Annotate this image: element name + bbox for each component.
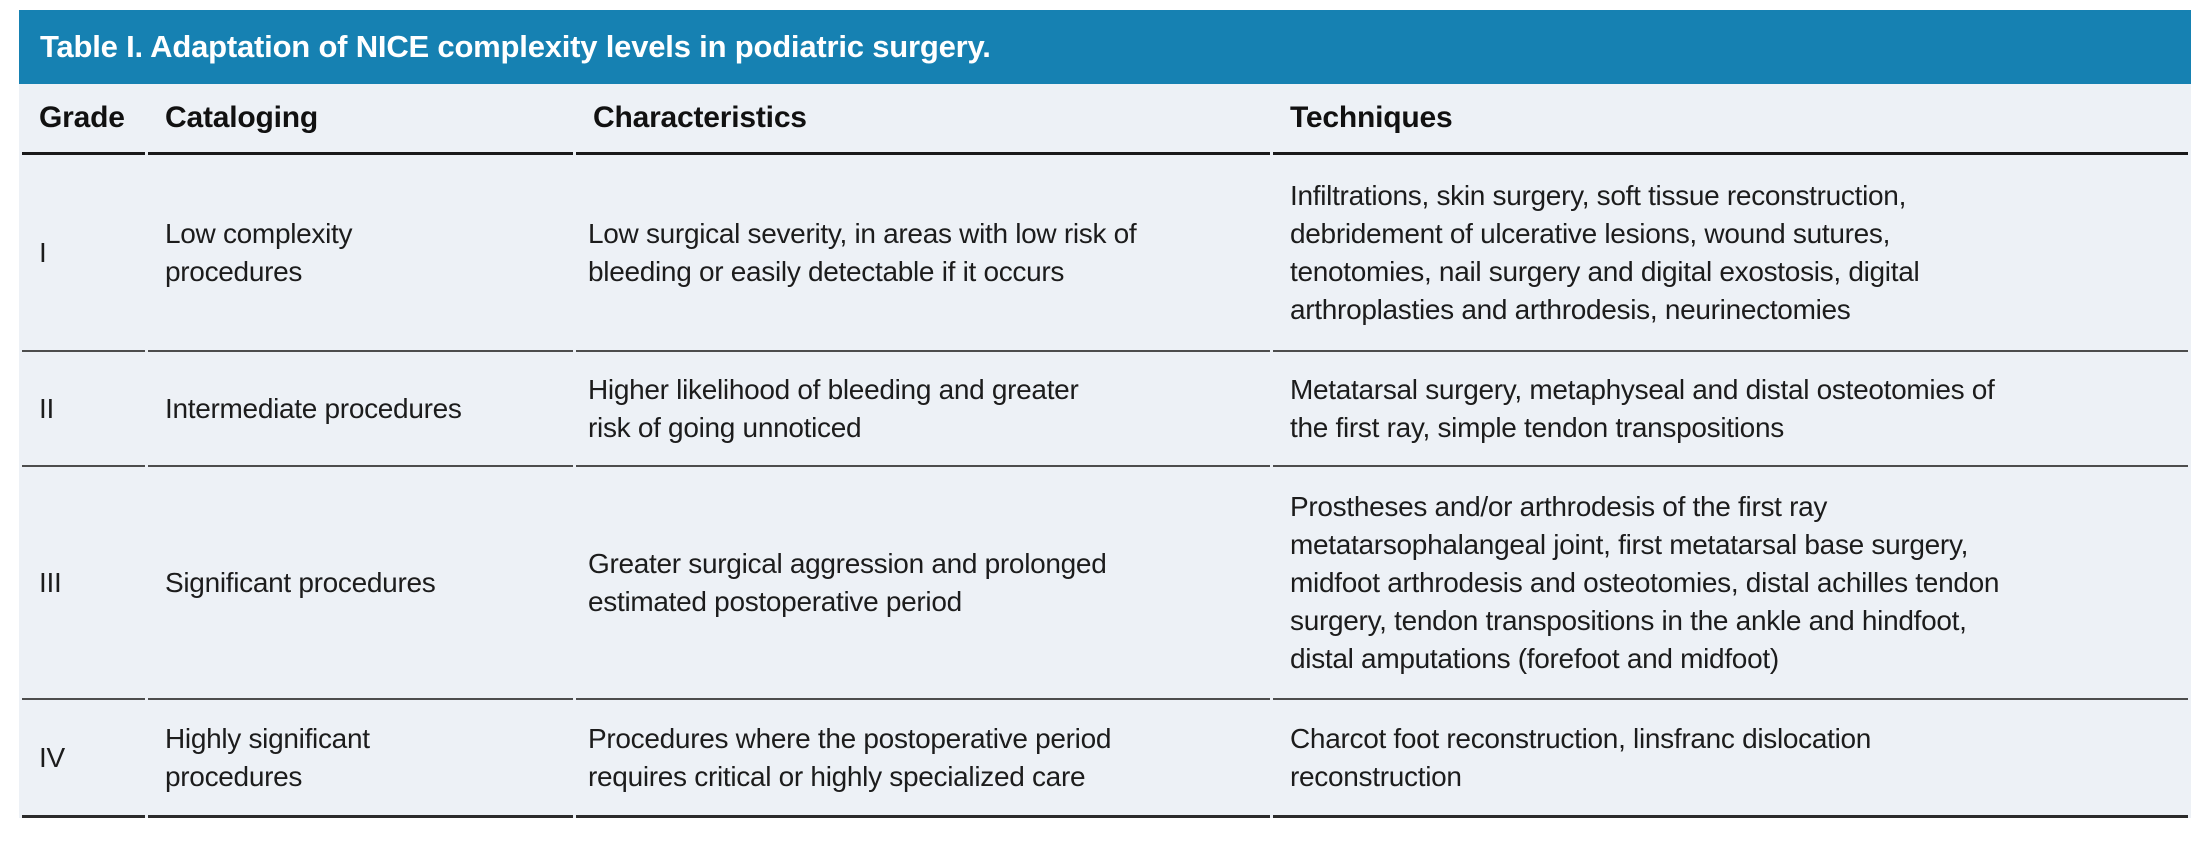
cell-cataloging: Significant procedures — [148, 467, 573, 700]
cell-grade: II — [22, 352, 145, 467]
complexity-table: Grade Cataloging Characteristics Techniq… — [19, 84, 2191, 818]
table-row-grade-4: IV Highly significant procedures Procedu… — [22, 700, 2188, 818]
cell-grade: IV — [22, 700, 145, 818]
cell-techniques: Infiltrations, skin surgery, soft tissue… — [1273, 155, 2188, 352]
column-header-cataloging: Cataloging — [148, 84, 573, 155]
cell-cataloging: Low complexity procedures — [148, 155, 573, 352]
table-row-grade-1: I Low complexity procedures Low surgical… — [22, 155, 2188, 352]
cell-techniques: Metatarsal surgery, metaphyseal and dist… — [1273, 352, 2188, 467]
cell-characteristics: Greater surgical aggression and prolonge… — [576, 467, 1270, 700]
cell-characteristics: Low surgical severity, in areas with low… — [576, 155, 1270, 352]
cell-cataloging: Highly significant procedures — [148, 700, 573, 818]
cell-techniques: Charcot foot reconstruction, linsfranc d… — [1273, 700, 2188, 818]
column-header-characteristics: Characteristics — [576, 84, 1270, 155]
table-container: Table I. Adaptation of NICE complexity l… — [19, 10, 2191, 818]
column-header-grade: Grade — [22, 84, 145, 155]
cell-techniques: Prostheses and/or arthrodesis of the fir… — [1273, 467, 2188, 700]
table-title: Table I. Adaptation of NICE complexity l… — [40, 29, 991, 64]
cell-characteristics: Higher likelihood of bleeding and greate… — [576, 352, 1270, 467]
table-row-grade-3: III Significant procedures Greater surgi… — [22, 467, 2188, 700]
table-header-row: Grade Cataloging Characteristics Techniq… — [22, 84, 2188, 155]
table-title-bar: Table I. Adaptation of NICE complexity l… — [19, 10, 2191, 84]
column-header-techniques: Techniques — [1273, 84, 2188, 155]
table-row-grade-2: II Intermediate procedures Higher likeli… — [22, 352, 2188, 467]
cell-grade: I — [22, 155, 145, 352]
cell-grade: III — [22, 467, 145, 700]
cell-cataloging: Intermediate procedures — [148, 352, 573, 467]
cell-characteristics: Procedures where the postoperative perio… — [576, 700, 1270, 818]
